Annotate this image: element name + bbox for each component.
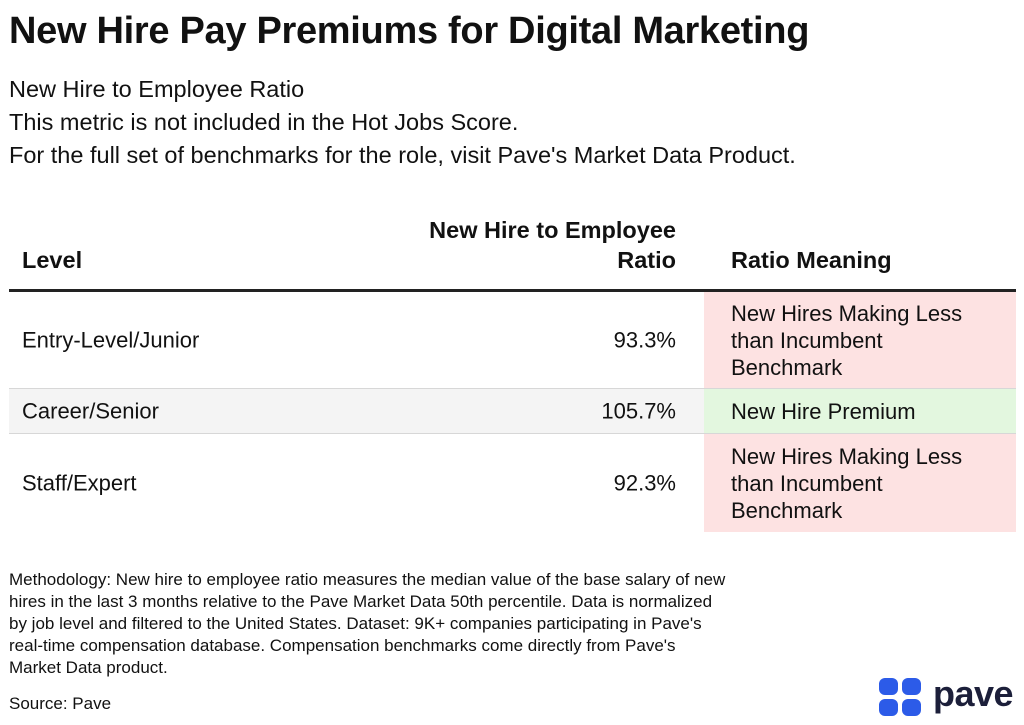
row-meaning-line: Benchmark xyxy=(731,354,843,380)
row-level: Staff/Expert xyxy=(22,470,137,496)
table-row: Entry-Level/Junior 93.3% New Hires Makin… xyxy=(9,292,1016,389)
row-meaning-line: than Incumbent xyxy=(731,327,883,353)
row-ratio: 92.3% xyxy=(613,470,676,496)
methodology-line: hires in the last 3 months relative to t… xyxy=(9,592,713,611)
row-meaning-positive: New Hire Premium xyxy=(704,389,1016,433)
table-row: Staff/Expert 92.3% New Hires Making Less… xyxy=(9,434,1016,532)
table-row: Career/Senior 105.7% New Hire Premium xyxy=(9,389,1016,434)
row-meaning-negative: New Hires Making Less than Incumbent Ben… xyxy=(704,434,1016,532)
row-level: Entry-Level/Junior xyxy=(22,327,200,353)
pave-logo-icon xyxy=(879,678,923,716)
subtitle-link-text: For the full set of benchmarks for the r… xyxy=(9,142,796,168)
row-meaning-line: New Hires Making Less xyxy=(731,443,963,469)
row-meaning-line: New Hire Premium xyxy=(731,398,916,424)
row-level: Career/Senior xyxy=(22,398,159,424)
row-ratio: 93.3% xyxy=(613,327,676,353)
subtitle-note: This metric is not included in the Hot J… xyxy=(9,109,519,135)
methodology-line: Methodology: New hire to employee ratio … xyxy=(9,570,726,589)
row-ratio: 105.7% xyxy=(601,398,676,424)
header-meaning: Ratio Meaning xyxy=(731,247,892,273)
row-meaning-negative: New Hires Making Less than Incumbent Ben… xyxy=(704,292,1016,388)
row-meaning-line: New Hires Making Less xyxy=(731,300,963,326)
table-header: Level New Hire to Employee Ratio Ratio M… xyxy=(9,210,1016,292)
subtitle-metric: New Hire to Employee Ratio xyxy=(9,76,305,102)
ratio-table: Level New Hire to Employee Ratio Ratio M… xyxy=(9,210,1016,532)
header-level: Level xyxy=(22,247,83,273)
source-note: Source: Pave xyxy=(9,694,112,713)
methodology-line: Market Data product. xyxy=(9,658,168,677)
pave-logo: pave xyxy=(879,673,1014,716)
methodology-line: by job level and filtered to the United … xyxy=(9,614,702,633)
header-ratio-line2: Ratio xyxy=(617,247,676,273)
row-meaning-line: than Incumbent xyxy=(731,470,883,496)
methodology-line: real-time compensation database. Compens… xyxy=(9,636,676,655)
header-ratio: New Hire to Employee Ratio xyxy=(376,215,676,275)
header-ratio-line1: New Hire to Employee xyxy=(429,217,676,243)
pave-logo-text: pave xyxy=(933,673,1014,714)
row-meaning-line: Benchmark xyxy=(731,497,843,523)
methodology-note: Methodology: New hire to employee ratio … xyxy=(9,569,879,679)
subtitle: New Hire to Employee Ratio This metric i… xyxy=(9,73,796,172)
page-title: New Hire Pay Premiums for Digital Market… xyxy=(9,10,810,52)
